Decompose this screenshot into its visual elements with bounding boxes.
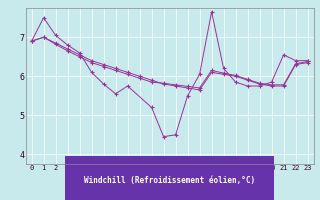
X-axis label: Windchill (Refroidissement éolien,°C): Windchill (Refroidissement éolien,°C) — [84, 176, 255, 185]
